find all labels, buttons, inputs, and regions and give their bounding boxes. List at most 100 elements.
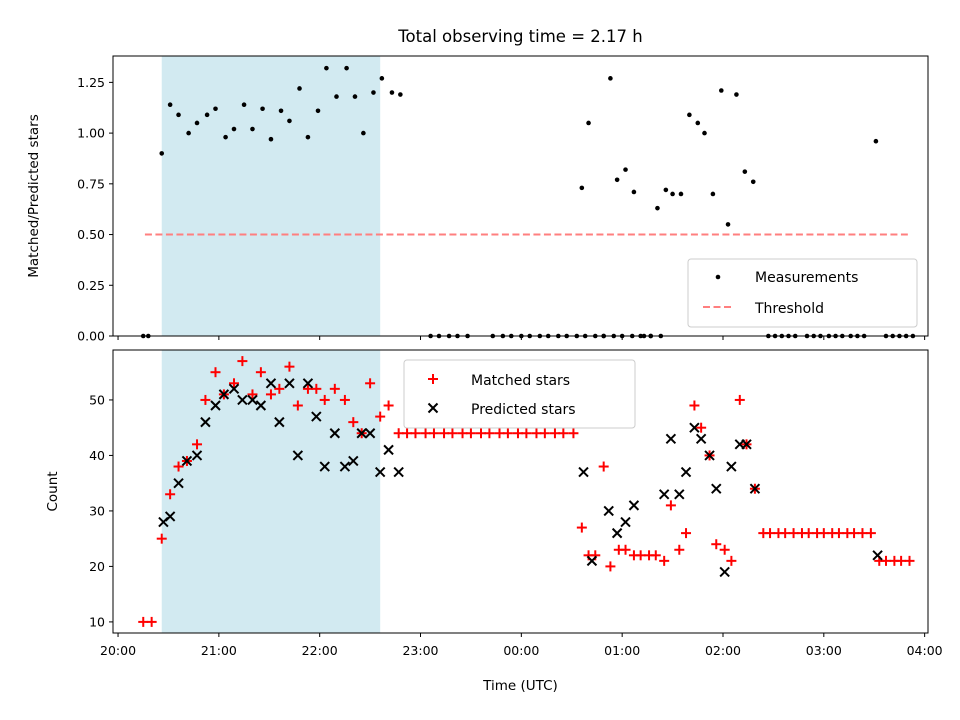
matched-star-marker <box>549 428 560 439</box>
legend-x-marker-b <box>427 402 439 414</box>
predicted-star-marker-b <box>711 483 722 494</box>
matched-star-marker <box>265 389 276 400</box>
matched-star-marker <box>650 550 661 561</box>
predicted-star-marker <box>237 394 248 406</box>
predicted-star-marker <box>339 461 351 472</box>
legend-matched-label: Matched stars <box>471 373 570 389</box>
measurement-point <box>655 205 660 211</box>
measurement-point <box>223 134 228 140</box>
predicted-star-marker <box>374 466 386 478</box>
legend-x-marker <box>427 402 439 414</box>
measurement-point <box>608 76 613 81</box>
x-tick-label: 01:00 <box>604 643 640 658</box>
predicted-star-marker <box>302 378 314 389</box>
measurement-point <box>268 136 274 142</box>
ratio-y-tick-label: 0.00 <box>77 329 105 344</box>
x-tick-label: 03:00 <box>806 643 842 658</box>
predicted-star-marker <box>665 433 677 444</box>
matched-star-marker <box>292 400 303 411</box>
matched-star-marker <box>476 428 487 439</box>
matched-star-marker <box>635 550 646 561</box>
predicted-star-marker-b <box>374 466 386 478</box>
measurement-point <box>389 90 395 95</box>
predicted-star-marker <box>210 400 221 411</box>
measurement-point <box>315 108 321 114</box>
ratio-legend-box <box>687 258 918 328</box>
predicted-star-marker <box>611 527 623 539</box>
matched-star-marker <box>857 528 868 539</box>
measurement-point <box>614 177 620 183</box>
measurement-point <box>241 102 247 107</box>
matched-star-marker <box>138 616 149 627</box>
measurement-point <box>623 167 628 172</box>
matched-star-marker <box>568 428 579 439</box>
measurement-point <box>352 94 358 99</box>
matched-star-marker <box>521 428 532 439</box>
predicted-star-marker <box>658 489 670 500</box>
legend-plus-marker <box>428 374 438 384</box>
matched-star-marker <box>457 428 468 439</box>
matched-star-marker <box>484 428 495 439</box>
predicted-star-marker-b <box>383 444 394 456</box>
measurement-point <box>742 169 748 174</box>
matched-star-marker <box>711 539 722 550</box>
matched-star-marker <box>865 528 876 539</box>
matched-star-marker <box>696 422 707 433</box>
predicted-star-marker <box>218 389 230 400</box>
predicted-star-marker <box>628 500 640 511</box>
measurement-point <box>176 112 181 118</box>
predicted-star-marker <box>255 400 267 411</box>
predicted-star-marker <box>311 411 322 422</box>
matched-star-marker <box>494 428 505 439</box>
matched-star-marker <box>849 528 860 539</box>
predicted-star-marker-b <box>603 505 614 517</box>
matched-star-marker <box>803 528 814 539</box>
predicted-star-marker <box>393 466 404 478</box>
matched-star-marker <box>620 544 631 555</box>
predicted-star-marker-b <box>210 400 221 411</box>
predicted-star-marker <box>228 383 240 395</box>
measurement-point <box>702 130 707 136</box>
predicted-star-marker <box>383 444 394 456</box>
ratio-axes-frame <box>112 55 929 337</box>
predicted-star-marker-b <box>719 566 730 578</box>
matched-star-marker <box>765 528 776 539</box>
measurement-point <box>579 185 585 191</box>
matched-star-marker <box>605 561 616 572</box>
predicted-star-marker <box>704 450 715 461</box>
predicted-star-markers <box>158 378 883 578</box>
predicted-star-marker-b <box>218 389 230 400</box>
measurement-point <box>734 92 739 97</box>
ratio-y-tick-label: 0.50 <box>77 227 105 242</box>
x-tick-label: 22:00 <box>302 643 338 658</box>
predicted-star-marker <box>274 416 285 428</box>
x-tick-label: 23:00 <box>402 643 438 658</box>
predicted-star-marker-b <box>200 416 211 428</box>
matched-star-marker <box>659 555 670 566</box>
predicted-star-marker-b <box>695 433 707 444</box>
count-x-ticks: 20:00 21:00 22:00 23:00 00:00 01:00 02:00 03:00… <box>100 633 943 658</box>
predicted-star-marker-b <box>620 516 631 528</box>
ratio-x-ticks <box>117 336 926 340</box>
predicted-star-marker-b <box>611 527 623 539</box>
matched-star-marker <box>428 428 439 439</box>
predicted-star-marker-b <box>302 378 314 389</box>
matched-star-marker <box>665 500 676 511</box>
matched-star-marker <box>674 544 685 555</box>
matched-star-marker <box>311 383 322 394</box>
matched-star-marker <box>726 555 737 566</box>
predicted-star-marker <box>356 428 367 439</box>
measurement-point <box>305 134 311 140</box>
measurement-point <box>159 151 165 156</box>
measurement-point <box>710 191 716 197</box>
matched-star-marker <box>439 428 450 439</box>
measurement-points <box>140 65 916 339</box>
matched-star-marker <box>146 616 157 627</box>
ratio-y-tick-label: 0.75 <box>77 176 105 191</box>
predicted-star-marker-b <box>228 383 240 395</box>
count-axes-frame <box>112 349 929 634</box>
predicted-star-marker <box>586 555 598 567</box>
chart-title: Total observing time = 2.17 h <box>397 27 642 46</box>
predicted-star-marker <box>578 466 589 478</box>
